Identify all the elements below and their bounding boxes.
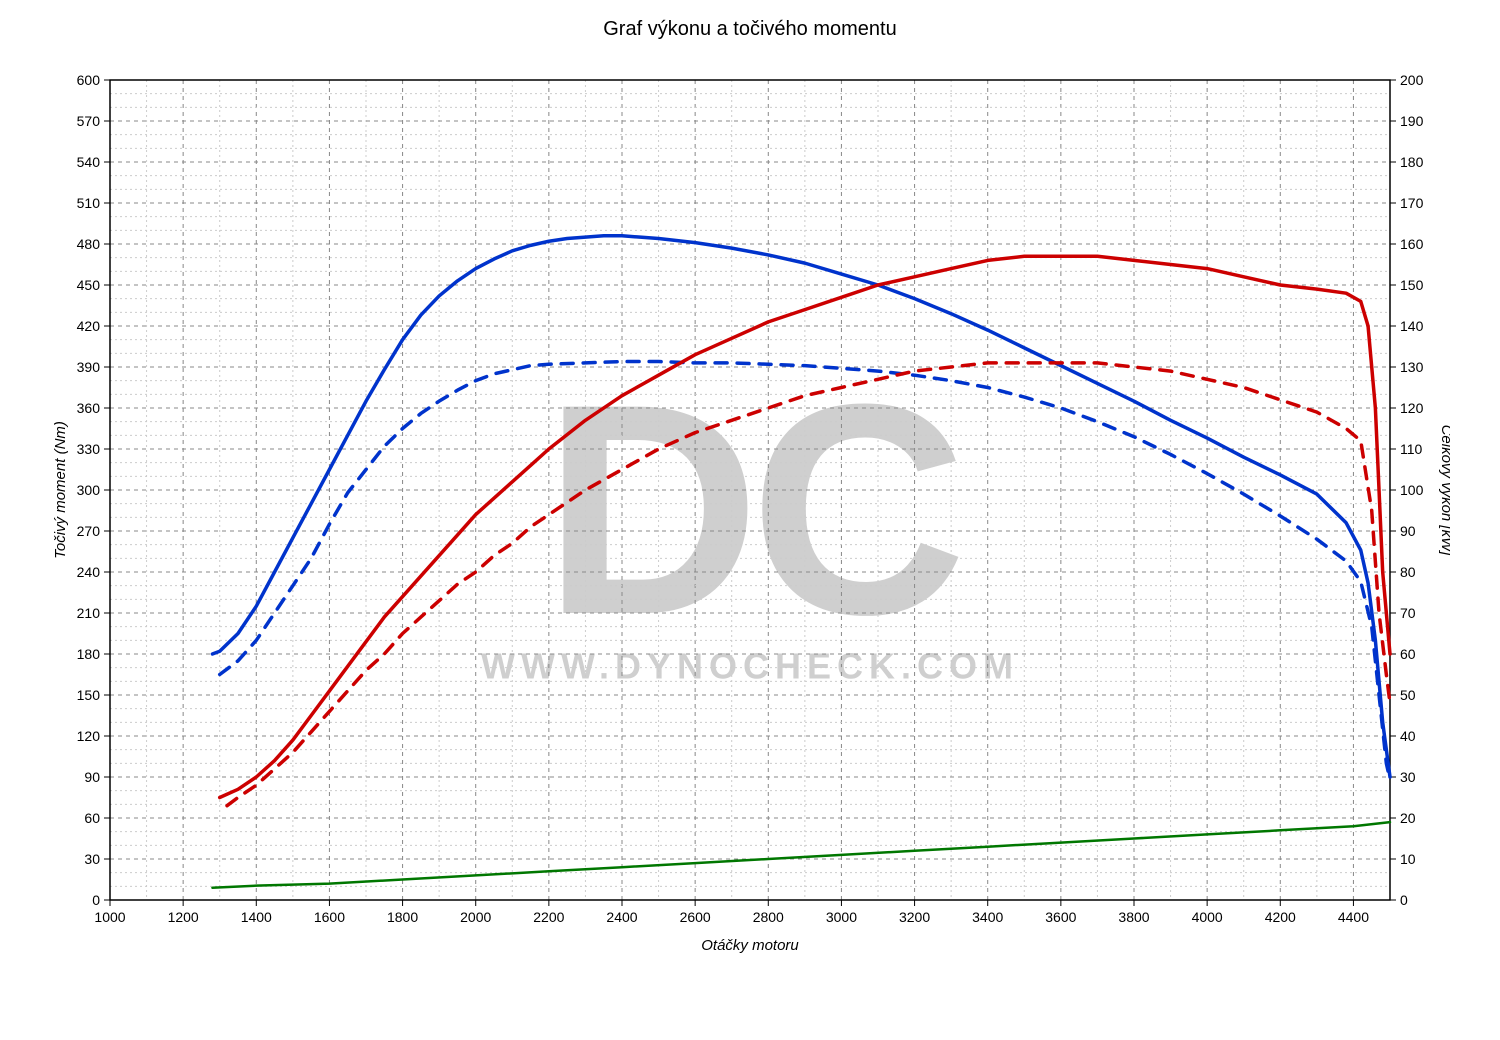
yl-tick-label: 480 [77,236,101,252]
yr-tick-label: 80 [1400,564,1416,580]
yl-tick-label: 60 [84,810,100,826]
x-tick-label: 3000 [826,909,857,925]
y-left-axis-label: Točivý moment (Nm) [52,421,69,559]
yl-tick-label: 600 [77,72,101,88]
yl-tick-label: 150 [77,687,101,703]
yr-tick-label: 50 [1400,687,1416,703]
yl-tick-label: 510 [77,195,101,211]
yr-tick-label: 190 [1400,113,1424,129]
x-tick-label: 2200 [533,909,564,925]
yr-tick-label: 20 [1400,810,1416,826]
yl-tick-label: 300 [77,482,101,498]
x-tick-label: 4200 [1265,909,1296,925]
yr-tick-label: 0 [1400,892,1408,908]
yr-tick-label: 30 [1400,769,1416,785]
x-tick-label: 4000 [1192,909,1223,925]
yl-tick-label: 570 [77,113,101,129]
yl-tick-label: 420 [77,318,101,334]
yr-tick-label: 140 [1400,318,1424,334]
x-tick-label: 2600 [680,909,711,925]
yl-tick-label: 330 [77,441,101,457]
x-tick-label: 1600 [314,909,345,925]
x-tick-label: 1000 [94,909,125,925]
yl-tick-label: 210 [77,605,101,621]
yl-tick-label: 0 [92,892,100,908]
yr-tick-label: 60 [1400,646,1416,662]
x-tick-label: 3200 [899,909,930,925]
yr-tick-label: 10 [1400,851,1416,867]
chart-title: Graf výkonu a točivého momentu [0,18,1500,41]
x-tick-label: 1400 [241,909,272,925]
yl-tick-label: 540 [77,154,101,170]
x-tick-label: 3400 [972,909,1003,925]
x-tick-label: 2000 [460,909,491,925]
x-tick-label: 3600 [1045,909,1076,925]
y-right-axis-label: Celkový výkon [kW] [1438,425,1450,557]
yl-tick-label: 240 [77,564,101,580]
x-tick-label: 1800 [387,909,418,925]
yl-tick-label: 90 [84,769,100,785]
yl-tick-label: 180 [77,646,101,662]
yl-tick-label: 360 [77,400,101,416]
x-tick-label: 2400 [606,909,637,925]
x-tick-label: 4400 [1338,909,1369,925]
yr-tick-label: 150 [1400,277,1424,293]
yr-tick-label: 160 [1400,236,1424,252]
yr-tick-label: 120 [1400,400,1424,416]
yl-tick-label: 120 [77,728,101,744]
yr-tick-label: 200 [1400,72,1424,88]
watermark-url: WWW.DYNOCHECK.COM [481,646,1019,687]
dyno-chart: DCWWW.DYNOCHECK.COM100012001400160018002… [50,60,1450,980]
x-tick-label: 3800 [1118,909,1149,925]
yl-tick-label: 450 [77,277,101,293]
x-axis-label: Otáčky motoru [701,937,799,954]
yl-tick-label: 390 [77,359,101,375]
yr-tick-label: 100 [1400,482,1424,498]
yr-tick-label: 180 [1400,154,1424,170]
yl-tick-label: 30 [84,851,100,867]
x-tick-label: 2800 [753,909,784,925]
x-tick-label: 1200 [168,909,199,925]
yr-tick-label: 90 [1400,523,1416,539]
yl-tick-label: 270 [77,523,101,539]
yr-tick-label: 110 [1400,441,1423,457]
yr-tick-label: 130 [1400,359,1424,375]
yr-tick-label: 170 [1400,195,1424,211]
chart-container: Graf výkonu a točivého momentu DCWWW.DYN… [0,0,1500,1040]
yr-tick-label: 40 [1400,728,1416,744]
yr-tick-label: 70 [1400,605,1416,621]
